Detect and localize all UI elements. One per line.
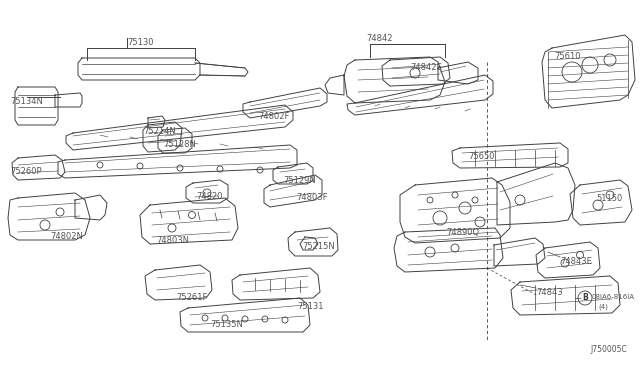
Text: 75610: 75610 xyxy=(554,52,580,61)
Text: 75214N: 75214N xyxy=(143,127,176,136)
Text: 74843: 74843 xyxy=(536,288,563,297)
Text: 74802N: 74802N xyxy=(50,232,83,241)
Text: 75260P: 75260P xyxy=(10,167,42,176)
Text: 74802F: 74802F xyxy=(258,112,289,121)
Text: B: B xyxy=(582,294,588,302)
Text: 75131: 75131 xyxy=(297,302,323,311)
Text: 75134N: 75134N xyxy=(10,97,43,106)
Text: 74820: 74820 xyxy=(196,192,223,201)
Text: 75135N: 75135N xyxy=(210,320,243,329)
Text: 75650: 75650 xyxy=(468,152,495,161)
Text: 75129N: 75129N xyxy=(283,176,316,185)
Text: 75261F: 75261F xyxy=(176,293,207,302)
Text: 51150: 51150 xyxy=(596,194,622,203)
Text: 74803N: 74803N xyxy=(156,236,189,245)
Text: 75128N: 75128N xyxy=(163,140,196,149)
Text: 74890Q: 74890Q xyxy=(446,228,479,237)
Text: 75215N: 75215N xyxy=(302,242,335,251)
Text: J750005C: J750005C xyxy=(590,345,627,354)
Text: 75130: 75130 xyxy=(127,38,154,47)
Text: 74842E: 74842E xyxy=(410,63,442,72)
Text: 74843E: 74843E xyxy=(560,257,592,266)
Text: 08IA6-816IA: 08IA6-816IA xyxy=(591,294,634,300)
Text: 74803F: 74803F xyxy=(296,193,328,202)
Text: (4): (4) xyxy=(598,304,608,311)
Text: 74842: 74842 xyxy=(366,34,392,43)
